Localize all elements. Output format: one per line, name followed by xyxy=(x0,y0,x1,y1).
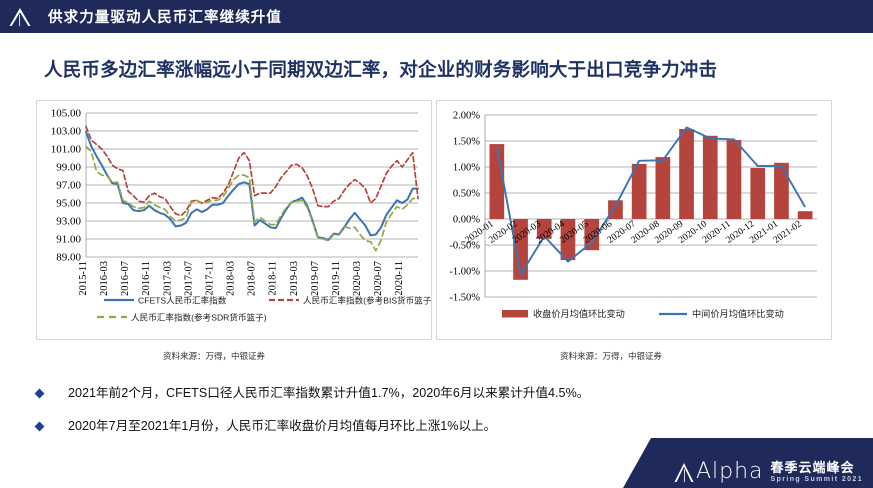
rmb-index-chart-card: 89.00 91.00 93.00 95.00 97.00 99.00 101.00 103.… xyxy=(36,100,432,340)
alpha-triangle-icon xyxy=(8,0,42,33)
bar-2020-01 xyxy=(489,144,505,219)
x-axis-tick: 2020-03 xyxy=(352,261,363,296)
y-axis-tick: 97.00 xyxy=(56,180,81,192)
x-axis-tick: 2016-07 xyxy=(120,261,131,296)
slide-header-bar: 供求力量驱动人民币汇率继续升值 xyxy=(0,0,873,33)
rmb-mom-change-chart-card: -1.50% -1.00% -0.50% 0.00% 0.50% 1.00% 1.50% 2.… xyxy=(436,100,832,340)
x-axis-tick: 2016-11 xyxy=(141,261,152,296)
y-axis-tick: 99.00 xyxy=(56,162,81,174)
legend-label-2: 人民币汇率指数(参考SDR货币篮子) xyxy=(131,312,267,323)
legend-label-line: 中间价月均值环比变动 xyxy=(692,308,784,319)
series-line-2 xyxy=(85,145,419,252)
bar-2020-09 xyxy=(679,129,694,219)
x-axis-tick: 2017-03 xyxy=(162,261,173,296)
y-axis-tick: -1.50% xyxy=(449,293,480,304)
bar-2020-07 xyxy=(631,163,647,219)
y-axis-tick: 93.00 xyxy=(56,216,81,228)
footer-cn-text: 春季云端峰会 xyxy=(770,460,855,476)
y-axis-tick: 95.00 xyxy=(56,198,81,210)
source-note-left: 资料来源：万得，中银证券 xyxy=(163,351,266,361)
x-axis-tick: 2018-11 xyxy=(268,261,279,296)
y-axis-tick: 0.50% xyxy=(453,189,480,200)
list-item: 2020年7月至2021年1月份，人民币汇率收盘价月均值每月环比上涨1%以上。 xyxy=(34,418,846,435)
list-item: 2021年前2个月，CFETS口径人民币汇率指数累计升值1.7%，2020年6月… xyxy=(34,386,846,402)
y-axis-tick: 101.00 xyxy=(51,144,82,156)
diamond-bullet-icon xyxy=(34,421,45,432)
bullet-text: 2021年前2个月，CFETS口径人民币汇率指数累计升值1.7%，2020年6月… xyxy=(68,386,590,400)
x-axis-tick: 2015-11 xyxy=(78,261,89,296)
x-axis-tick: 2020-11 xyxy=(394,261,405,296)
alpha-wordmark-text: Alpha xyxy=(695,459,764,484)
legend-label-0: CFETS人民币汇率指数 xyxy=(138,295,227,306)
x-axis-tick: 2018-03 xyxy=(226,261,237,296)
rmb-mom-change-chart-svg: -1.50% -1.00% -0.50% 0.00% 0.50% 1.00% 1.50% 2.… xyxy=(449,111,817,319)
rmb-index-chart-svg: 89.00 91.00 93.00 95.00 97.00 99.00 101.00 103.… xyxy=(51,108,431,323)
rmb-mom-change-chart: -1.50% -1.00% -0.50% 0.00% 0.50% 1.00% 1.50% 2.… xyxy=(437,101,831,339)
x-axis-tick: 2019-07 xyxy=(310,261,321,296)
rmb-index-chart: 89.00 91.00 93.00 95.00 97.00 99.00 101.00 103.… xyxy=(37,101,431,339)
footer-brand: Alpha 春季云端峰会 Spring Summit 2021 xyxy=(623,438,873,488)
bar-2020-08 xyxy=(655,157,671,219)
series-line-mid-price xyxy=(495,126,806,276)
bullet-text: 2020年7月至2021年1月份，人民币汇率收盘价月均值每月环比上涨1%以上。 xyxy=(68,418,497,433)
legend-label-1: 人民币汇率指数(参考BIS货币篮子) xyxy=(303,295,431,306)
y-axis-tick: 2.00% xyxy=(453,111,480,122)
header-title: 供求力量驱动人民币汇率继续升值 xyxy=(48,10,282,26)
series-line-1 xyxy=(85,125,419,217)
x-axis-tick: 2017-11 xyxy=(205,261,216,296)
x-axis-tick: 2019-11 xyxy=(331,261,342,296)
bar-2020-03 xyxy=(536,219,552,239)
y-axis-tick: 0.00% xyxy=(453,215,480,226)
legend-swatch-bars xyxy=(502,310,528,318)
bar-2020-02 xyxy=(513,219,528,280)
y-axis-tick: 105.00 xyxy=(51,108,82,120)
series-line-0 xyxy=(85,130,419,241)
bar-2021-02 xyxy=(797,211,813,219)
bar-2020-06 xyxy=(608,200,623,219)
legend-label-bars: 收盘价月均值环比变动 xyxy=(533,308,625,319)
x-axis-tick: 2017-07 xyxy=(183,261,194,296)
y-axis-tick: 91.00 xyxy=(56,234,81,246)
alpha-a-icon xyxy=(674,463,694,482)
y-axis-tick: -0.50% xyxy=(449,241,480,252)
x-axis-tick: 2019-03 xyxy=(289,261,300,296)
footer-en-text: Spring Summit 2021 xyxy=(770,475,863,483)
x-axis-tick: 2018-07 xyxy=(247,261,258,296)
page-title: 人民币多边汇率涨幅远小于同期双边汇率，对企业的财务影响大于出口竞争力冲击 xyxy=(44,59,718,80)
alpha-logo: Alpha xyxy=(673,461,764,483)
bar-2020-12 xyxy=(750,168,766,219)
y-axis-tick: 1.50% xyxy=(453,137,480,148)
source-note-right: 资料来源：万得，中银证券 xyxy=(560,351,663,361)
x-axis-tick: 2020-07 xyxy=(373,261,384,296)
bullet-list: 2021年前2个月，CFETS口径人民币汇率指数累计升值1.7%，2020年6月… xyxy=(34,386,846,451)
y-axis-tick: 89.00 xyxy=(56,252,81,264)
bar-2020-04 xyxy=(560,219,576,261)
bar-2021-01 xyxy=(774,162,789,219)
bar-2020-11 xyxy=(726,140,742,219)
diamond-bullet-icon xyxy=(34,388,45,399)
bar-2020-10 xyxy=(702,135,718,219)
y-axis-tick: 103.00 xyxy=(51,126,82,138)
x-axis-tick: 2016-03 xyxy=(99,261,110,296)
bar-2020-05 xyxy=(584,219,600,251)
footer-shape xyxy=(623,438,873,488)
y-axis-tick: 1.00% xyxy=(453,163,480,174)
y-axis-tick: -1.00% xyxy=(449,267,480,278)
